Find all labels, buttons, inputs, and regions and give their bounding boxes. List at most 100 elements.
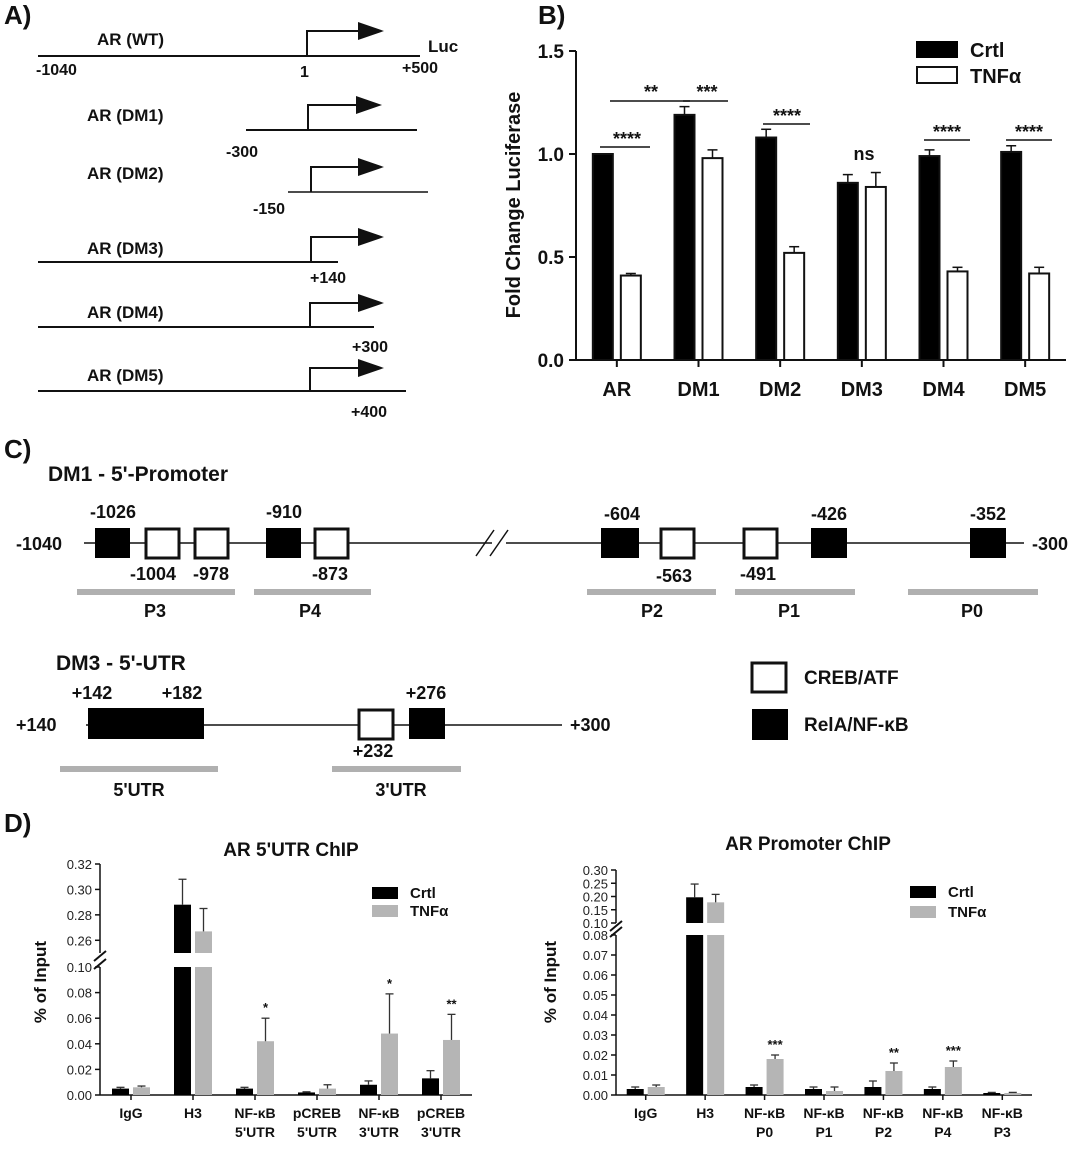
d-y-tick-label: 0.05 xyxy=(583,988,608,1003)
dm1-right-label: -300 xyxy=(1032,534,1068,554)
d-left-title: AR 5'UTR ChIP xyxy=(223,840,359,861)
d-bar-crtl-upper xyxy=(174,904,191,953)
d-y-tick-label: 0.10 xyxy=(67,960,92,975)
d-x-tick-label: IgG xyxy=(119,1105,142,1121)
rela-site xyxy=(811,528,847,558)
d-sig-label: ** xyxy=(446,996,457,1011)
site-label: -1026 xyxy=(90,502,136,522)
arrow-head xyxy=(358,359,384,377)
d-y-tick-label: 0.30 xyxy=(67,882,92,897)
d-y-tick-label: 0.04 xyxy=(583,1008,608,1023)
region-label: P3 xyxy=(144,601,166,621)
site-label: -1004 xyxy=(130,564,176,584)
region-bar xyxy=(735,589,855,595)
legend-label-rela: RelA/NF-κB xyxy=(804,715,909,736)
d-bar-tnf-upper xyxy=(707,902,725,923)
b-x-tick-label: DM5 xyxy=(1004,379,1046,401)
b-legend: Crtl TNFα xyxy=(916,40,1022,88)
b-y-tick-label: 1.0 xyxy=(538,145,564,166)
region-label: P2 xyxy=(641,601,663,621)
site-label: -563 xyxy=(656,566,692,586)
d-y-tick-label: 0.32 xyxy=(67,857,92,872)
construct-dm5-label: AR (DM5) xyxy=(87,366,164,385)
dm4-end-label: +300 xyxy=(352,339,388,356)
construct-wt-label: AR (WT) xyxy=(97,30,164,49)
d-left-y-axis-title: % of Input xyxy=(31,941,50,1023)
d-sig-label: ** xyxy=(889,1045,900,1060)
d-sig-label: *** xyxy=(946,1043,962,1058)
b-x-tick-label: DM2 xyxy=(759,379,801,401)
d-x-tick-label: H3 xyxy=(696,1105,714,1121)
panel-d-chip: D) AR 5'UTR ChIP % of Input 0.00 0.02 0.04… xyxy=(4,808,1032,1140)
d-bar-tnf xyxy=(647,1087,665,1095)
site-label: +182 xyxy=(162,683,203,703)
d-left-axes: 0.00 0.02 0.04 0.06 0.08 0.10 0.26 0.28 0.30 0.32… xyxy=(67,857,472,1140)
panel-label-a: A) xyxy=(4,0,31,30)
d-y-tick-label: 0.20 xyxy=(583,890,608,905)
d-y-tick-label: 0.28 xyxy=(67,908,92,923)
sig-dm4: **** xyxy=(933,122,961,142)
site-label: -873 xyxy=(312,564,348,584)
rela-site xyxy=(601,528,639,558)
d-y-tick-label: 0.26 xyxy=(67,933,92,948)
legend-label-tnf: TNFα xyxy=(410,903,449,920)
d-x-tick-label: NF-κB xyxy=(358,1105,399,1121)
d-right-y-axis-title: % of Input xyxy=(541,941,560,1023)
d-y-tick-label: 0.03 xyxy=(583,1028,608,1043)
region-bar xyxy=(254,589,371,595)
d-x-tick-label: 3'UTR xyxy=(421,1124,461,1140)
creb-site xyxy=(313,527,350,560)
construct-dm2-label: AR (DM2) xyxy=(87,164,164,183)
d-y-tick-label: 0.02 xyxy=(583,1048,608,1063)
site-label: +232 xyxy=(353,741,394,761)
b-y-tick-label: 0.0 xyxy=(538,351,564,372)
d-bar-tnf xyxy=(1004,1093,1022,1095)
b-axes: 0.0 0.5 1.0 1.5 AR DM1 DM2 DM3 DM4 DM5 xyxy=(538,42,1066,401)
axis-break xyxy=(93,950,107,962)
d-x-tick-label: pCREB xyxy=(417,1105,465,1121)
legend-label-crtl: Crtl xyxy=(970,40,1004,62)
d-y-tick-label: 0.07 xyxy=(583,948,608,963)
d-y-tick-label: 0.00 xyxy=(67,1088,92,1103)
panel-a-constructs: A) AR (WT) Luc -1040 1 +500 AR (DM1) -30… xyxy=(4,0,458,421)
d-bar-tnf-lower xyxy=(195,967,212,1095)
legend-swatch-tnf xyxy=(910,906,936,918)
legend-swatch-tnf xyxy=(372,905,398,917)
d-y-tick-label: 0.06 xyxy=(67,1011,92,1026)
d-bar-tnf xyxy=(944,1067,962,1095)
dm5-end-label: +400 xyxy=(351,404,387,421)
tss-arrow xyxy=(310,166,358,192)
tss-arrow xyxy=(309,367,358,391)
arrow-head xyxy=(358,228,384,246)
d-x-tick-label: NF-κB xyxy=(982,1105,1023,1121)
d-sig-label: *** xyxy=(767,1037,783,1052)
construct-dm4-label: AR (DM4) xyxy=(87,303,164,322)
region-bar xyxy=(60,766,218,772)
d-y-tick-label: 0.08 xyxy=(583,928,608,943)
legend-swatch-tnf xyxy=(916,66,958,84)
d-right-legend: Crtl TNFα xyxy=(910,884,987,921)
b-bar-crtl xyxy=(755,136,778,361)
d-bar-crtl-upper xyxy=(686,897,704,923)
d-bar-tnf xyxy=(826,1091,843,1095)
legend-label-tnf: TNFα xyxy=(970,66,1022,88)
d-y-tick-label: 0.30 xyxy=(583,863,608,878)
b-bars xyxy=(591,105,1051,362)
b-x-tick-label: DM1 xyxy=(677,379,719,401)
tss-label: 1 xyxy=(300,64,309,81)
d-bar-crtl xyxy=(805,1089,822,1095)
d-bar-tnf xyxy=(381,1033,398,1095)
d-y-tick-label: 0.10 xyxy=(583,916,608,931)
b-bar-crtl xyxy=(591,153,614,361)
tss-arrow xyxy=(306,30,358,56)
d-y-tick-label: 0.06 xyxy=(583,968,608,983)
d-right-axes: 0.00 0.01 0.02 0.03 0.04 0.05 0.06 0.07 0.080.10… xyxy=(583,863,1032,1140)
rela-site xyxy=(409,708,445,739)
d-y-tick-label: 0.00 xyxy=(583,1088,608,1103)
dm3-right-label: +300 xyxy=(570,715,611,735)
d-x-tick-label: P2 xyxy=(875,1124,892,1140)
d-bar-tnf xyxy=(443,1039,460,1095)
d-x-tick-label: 5'UTR xyxy=(297,1124,337,1140)
creb-site xyxy=(144,527,181,560)
